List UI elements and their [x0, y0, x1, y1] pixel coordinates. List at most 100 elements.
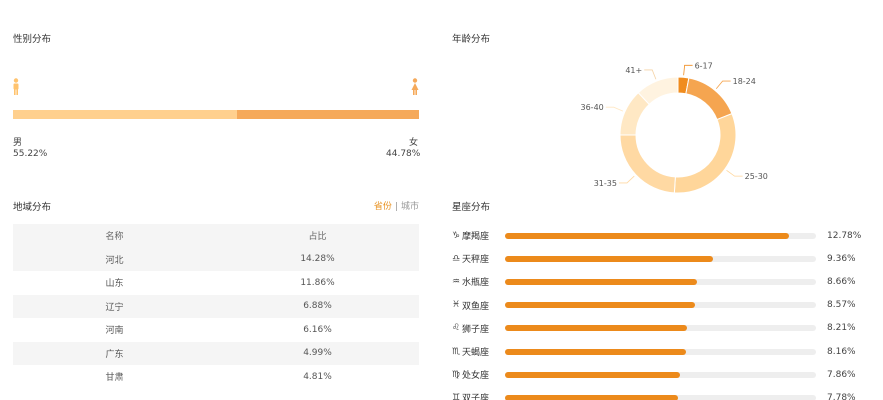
gender-bar [13, 110, 419, 119]
constellation-row: ♓ 双鱼座 8.57% [452, 294, 872, 317]
zodiac-symbol-icon: ♓ [452, 300, 461, 311]
region-title: 地域分布 [13, 202, 52, 213]
constellation-percentage: 8.16% [827, 346, 856, 357]
region-percentage-cell: 6.88% [216, 294, 419, 318]
region-name-cell: 山东 [13, 271, 216, 295]
constellation-bar-track [505, 371, 816, 378]
constellation-bar-track [505, 394, 816, 400]
constellation-list: ♑ 摩羯座 12.78% ♎ 天秤座 9.36% ♒ 水瓶座 8.66% ♓ 双鱼座 8.57% ♌ 狮子… [452, 224, 872, 400]
constellation-bar-track [505, 325, 816, 332]
constellation-row: ♏ 天蝎座 8.16% [452, 340, 872, 363]
table-row: 山东 11.86% [13, 271, 419, 295]
donut-slice-label: 6-17 [695, 61, 713, 70]
constellation-bar-track [505, 278, 816, 285]
zodiac-symbol-icon: ♌ [452, 323, 461, 334]
constellation-percentage: 7.78% [827, 392, 856, 400]
table-row: 广东 4.99% [13, 341, 419, 365]
constellation-row: ♎ 天秤座 9.36% [452, 247, 872, 270]
donut-slice[interactable] [685, 77, 733, 121]
table-row: 辽宁 6.88% [13, 294, 419, 318]
gender-title: 性别分布 [13, 34, 52, 45]
constellation-name: 水瓶座 [462, 278, 490, 289]
constellation-name: 天秤座 [462, 255, 490, 266]
constellation-bar [505, 371, 680, 378]
donut-slice-label: 36-40 [581, 103, 604, 112]
table-row: 河北 14.28% [13, 247, 419, 271]
donut-slice-label: 41+ [625, 66, 642, 75]
constellation-name: 双子座 [462, 394, 490, 400]
male-label: 男 [13, 138, 23, 148]
zodiac-symbol-icon: ♎ [452, 253, 461, 264]
constellation-row: ♊ 双子座 7.78% [452, 386, 872, 400]
zodiac-symbol-icon: ♑ [452, 230, 461, 241]
constellation-bar-track [505, 232, 816, 239]
region-percentage-cell: 4.99% [216, 341, 419, 365]
zodiac-symbol-icon: ♒ [452, 276, 461, 287]
donut-slice[interactable] [673, 112, 737, 194]
constellation-bar [505, 278, 698, 285]
table-row: 甘肃 4.81% [13, 365, 419, 389]
constellation-row: ♍ 处女座 7.86% [452, 363, 872, 386]
constellation-row: ♑ 摩羯座 12.78% [452, 224, 872, 247]
female-percentage: 44.78% [386, 149, 421, 159]
constellation-title: 星座分布 [452, 202, 491, 213]
male-percentage: 55.22% [13, 149, 48, 159]
constellation-percentage: 9.36% [827, 253, 856, 264]
tab-province[interactable]: 省份 [373, 202, 392, 212]
constellation-bar [505, 232, 789, 239]
table-row: 河南 6.16% [13, 318, 419, 342]
male-bar-segment [13, 110, 238, 119]
donut-slice-label: 31-35 [594, 179, 617, 188]
constellation-name: 摩羯座 [462, 232, 490, 243]
donut-slice-label: 18-24 [733, 77, 756, 86]
column-header-name: 名称 [13, 224, 216, 248]
constellation-bar [505, 325, 688, 332]
donut-leader-line [605, 106, 624, 112]
region-percentage-cell: 11.86% [216, 271, 419, 295]
constellation-bar-track [505, 348, 816, 355]
constellation-bar-track [505, 255, 816, 262]
zodiac-symbol-icon: ♏ [452, 346, 461, 357]
region-percentage-cell: 4.81% [216, 365, 419, 389]
zodiac-symbol-icon: ♊ [452, 392, 461, 400]
female-bar-segment [237, 110, 419, 119]
constellation-bar-track [505, 302, 816, 309]
constellation-percentage: 12.78% [827, 230, 862, 241]
region-name-cell: 辽宁 [13, 294, 216, 318]
donut-slice[interactable] [637, 76, 679, 106]
constellation-row: ♌ 狮子座 8.21% [452, 317, 872, 340]
constellation-percentage: 8.57% [827, 300, 856, 311]
donut-slice-label: 25-30 [745, 172, 768, 181]
donut-leader-line [726, 169, 743, 177]
constellation-percentage: 8.21% [827, 323, 856, 334]
column-header-percentage: 占比 [216, 224, 419, 248]
donut-slice[interactable] [619, 134, 676, 194]
constellation-name: 狮子座 [462, 324, 490, 335]
donut-leader-line [618, 175, 635, 184]
constellation-name: 天蝎座 [462, 348, 490, 359]
region-table: 名称 占比 河北 14.28% 山东 11.86% 辽宁 6.88% 河南 6.16% 广东 4.… [13, 224, 419, 389]
zodiac-symbol-icon: ♍ [452, 369, 461, 380]
region-percentage-cell: 14.28% [216, 247, 419, 271]
age-donut-chart: 6-17 18-24 25-30 31-35 36-40 41+ [581, 61, 768, 194]
male-icon [13, 78, 19, 95]
constellation-row: ♒ 水瓶座 8.66% [452, 270, 872, 293]
table-header-row: 名称 占比 [13, 224, 419, 248]
constellation-percentage: 7.86% [827, 369, 856, 380]
donut-leader-line [644, 69, 657, 80]
constellation-bar [505, 394, 678, 400]
region-table-body: 河北 14.28% 山东 11.86% 辽宁 6.88% 河南 6.16% 广东 4.99% 甘肃 4… [13, 247, 419, 389]
region-percentage-cell: 6.16% [216, 318, 419, 342]
constellation-bar [505, 302, 696, 309]
donut-leader-line [715, 80, 731, 90]
region-name-cell: 广东 [13, 341, 216, 365]
constellation-name: 处女座 [462, 371, 490, 382]
tab-city[interactable]: 城市 [400, 202, 419, 212]
constellation-bar [505, 348, 687, 355]
region-name-cell: 河南 [13, 318, 216, 342]
donut-leader-line [683, 64, 693, 76]
constellation-percentage: 8.66% [827, 276, 856, 287]
region-name-cell: 甘肃 [13, 365, 216, 389]
female-label: 女 [409, 138, 419, 148]
region-tabs: 省份 | 城市 [374, 199, 419, 212]
